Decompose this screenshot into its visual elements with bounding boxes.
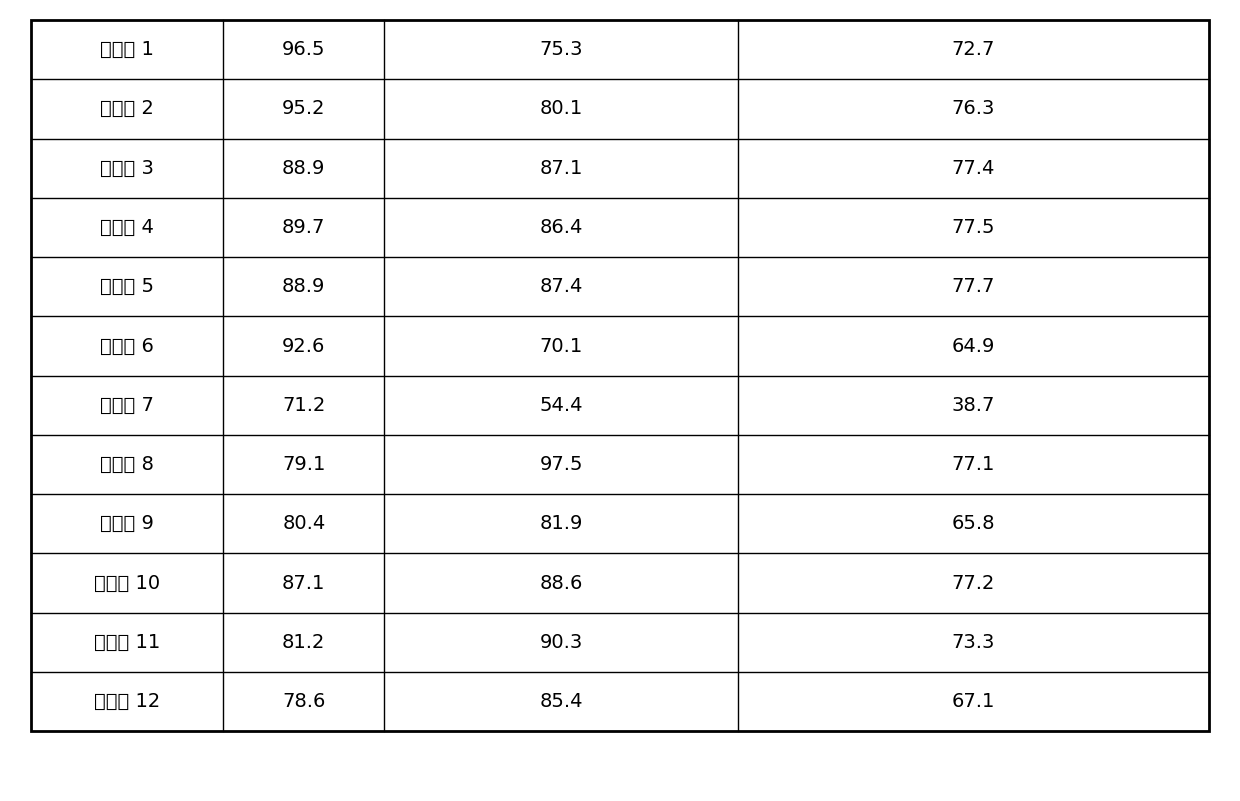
Text: 75.3: 75.3 bbox=[539, 40, 583, 59]
Text: 87.1: 87.1 bbox=[539, 159, 583, 178]
Text: 65.8: 65.8 bbox=[951, 514, 996, 533]
Text: 95.2: 95.2 bbox=[281, 99, 326, 119]
Text: 81.2: 81.2 bbox=[283, 633, 325, 652]
Text: 对比例 4: 对比例 4 bbox=[100, 218, 154, 237]
Text: 80.1: 80.1 bbox=[539, 99, 583, 119]
Text: 54.4: 54.4 bbox=[539, 396, 583, 415]
Text: 对比例 1: 对比例 1 bbox=[100, 40, 154, 59]
Text: 78.6: 78.6 bbox=[283, 692, 325, 711]
Text: 对比例 7: 对比例 7 bbox=[100, 396, 154, 415]
Text: 77.4: 77.4 bbox=[952, 159, 994, 178]
Text: 79.1: 79.1 bbox=[283, 455, 325, 474]
Text: 77.1: 77.1 bbox=[952, 455, 994, 474]
Text: 72.7: 72.7 bbox=[952, 40, 994, 59]
Text: 77.7: 77.7 bbox=[952, 277, 994, 296]
Text: 对比例 10: 对比例 10 bbox=[94, 574, 160, 593]
Text: 76.3: 76.3 bbox=[952, 99, 994, 119]
Text: 对比例 12: 对比例 12 bbox=[94, 692, 160, 711]
Text: 77.2: 77.2 bbox=[952, 574, 994, 593]
Text: 64.9: 64.9 bbox=[952, 336, 994, 356]
Text: 87.1: 87.1 bbox=[283, 574, 325, 593]
Bar bbox=[31, 20, 1209, 731]
Text: 对比例 5: 对比例 5 bbox=[100, 277, 154, 296]
Text: 87.4: 87.4 bbox=[539, 277, 583, 296]
Text: 92.6: 92.6 bbox=[283, 336, 325, 356]
Text: 对比例 8: 对比例 8 bbox=[100, 455, 154, 474]
Text: 71.2: 71.2 bbox=[283, 396, 325, 415]
Text: 对比例 11: 对比例 11 bbox=[94, 633, 160, 652]
Text: 38.7: 38.7 bbox=[952, 396, 994, 415]
Text: 77.5: 77.5 bbox=[951, 218, 996, 237]
Text: 对比例 9: 对比例 9 bbox=[100, 514, 154, 533]
Text: 85.4: 85.4 bbox=[539, 692, 583, 711]
Text: 88.9: 88.9 bbox=[283, 159, 325, 178]
Text: 70.1: 70.1 bbox=[539, 336, 583, 356]
Text: 97.5: 97.5 bbox=[539, 455, 583, 474]
Text: 96.5: 96.5 bbox=[281, 40, 326, 59]
Text: 67.1: 67.1 bbox=[952, 692, 994, 711]
Text: 73.3: 73.3 bbox=[952, 633, 994, 652]
Text: 89.7: 89.7 bbox=[283, 218, 325, 237]
Text: 81.9: 81.9 bbox=[539, 514, 583, 533]
Text: 对比例 3: 对比例 3 bbox=[100, 159, 154, 178]
Text: 88.6: 88.6 bbox=[539, 574, 583, 593]
Text: 对比例 2: 对比例 2 bbox=[100, 99, 154, 119]
Text: 对比例 6: 对比例 6 bbox=[100, 336, 154, 356]
Text: 86.4: 86.4 bbox=[539, 218, 583, 237]
Text: 88.9: 88.9 bbox=[283, 277, 325, 296]
Text: 90.3: 90.3 bbox=[539, 633, 583, 652]
Text: 80.4: 80.4 bbox=[283, 514, 325, 533]
